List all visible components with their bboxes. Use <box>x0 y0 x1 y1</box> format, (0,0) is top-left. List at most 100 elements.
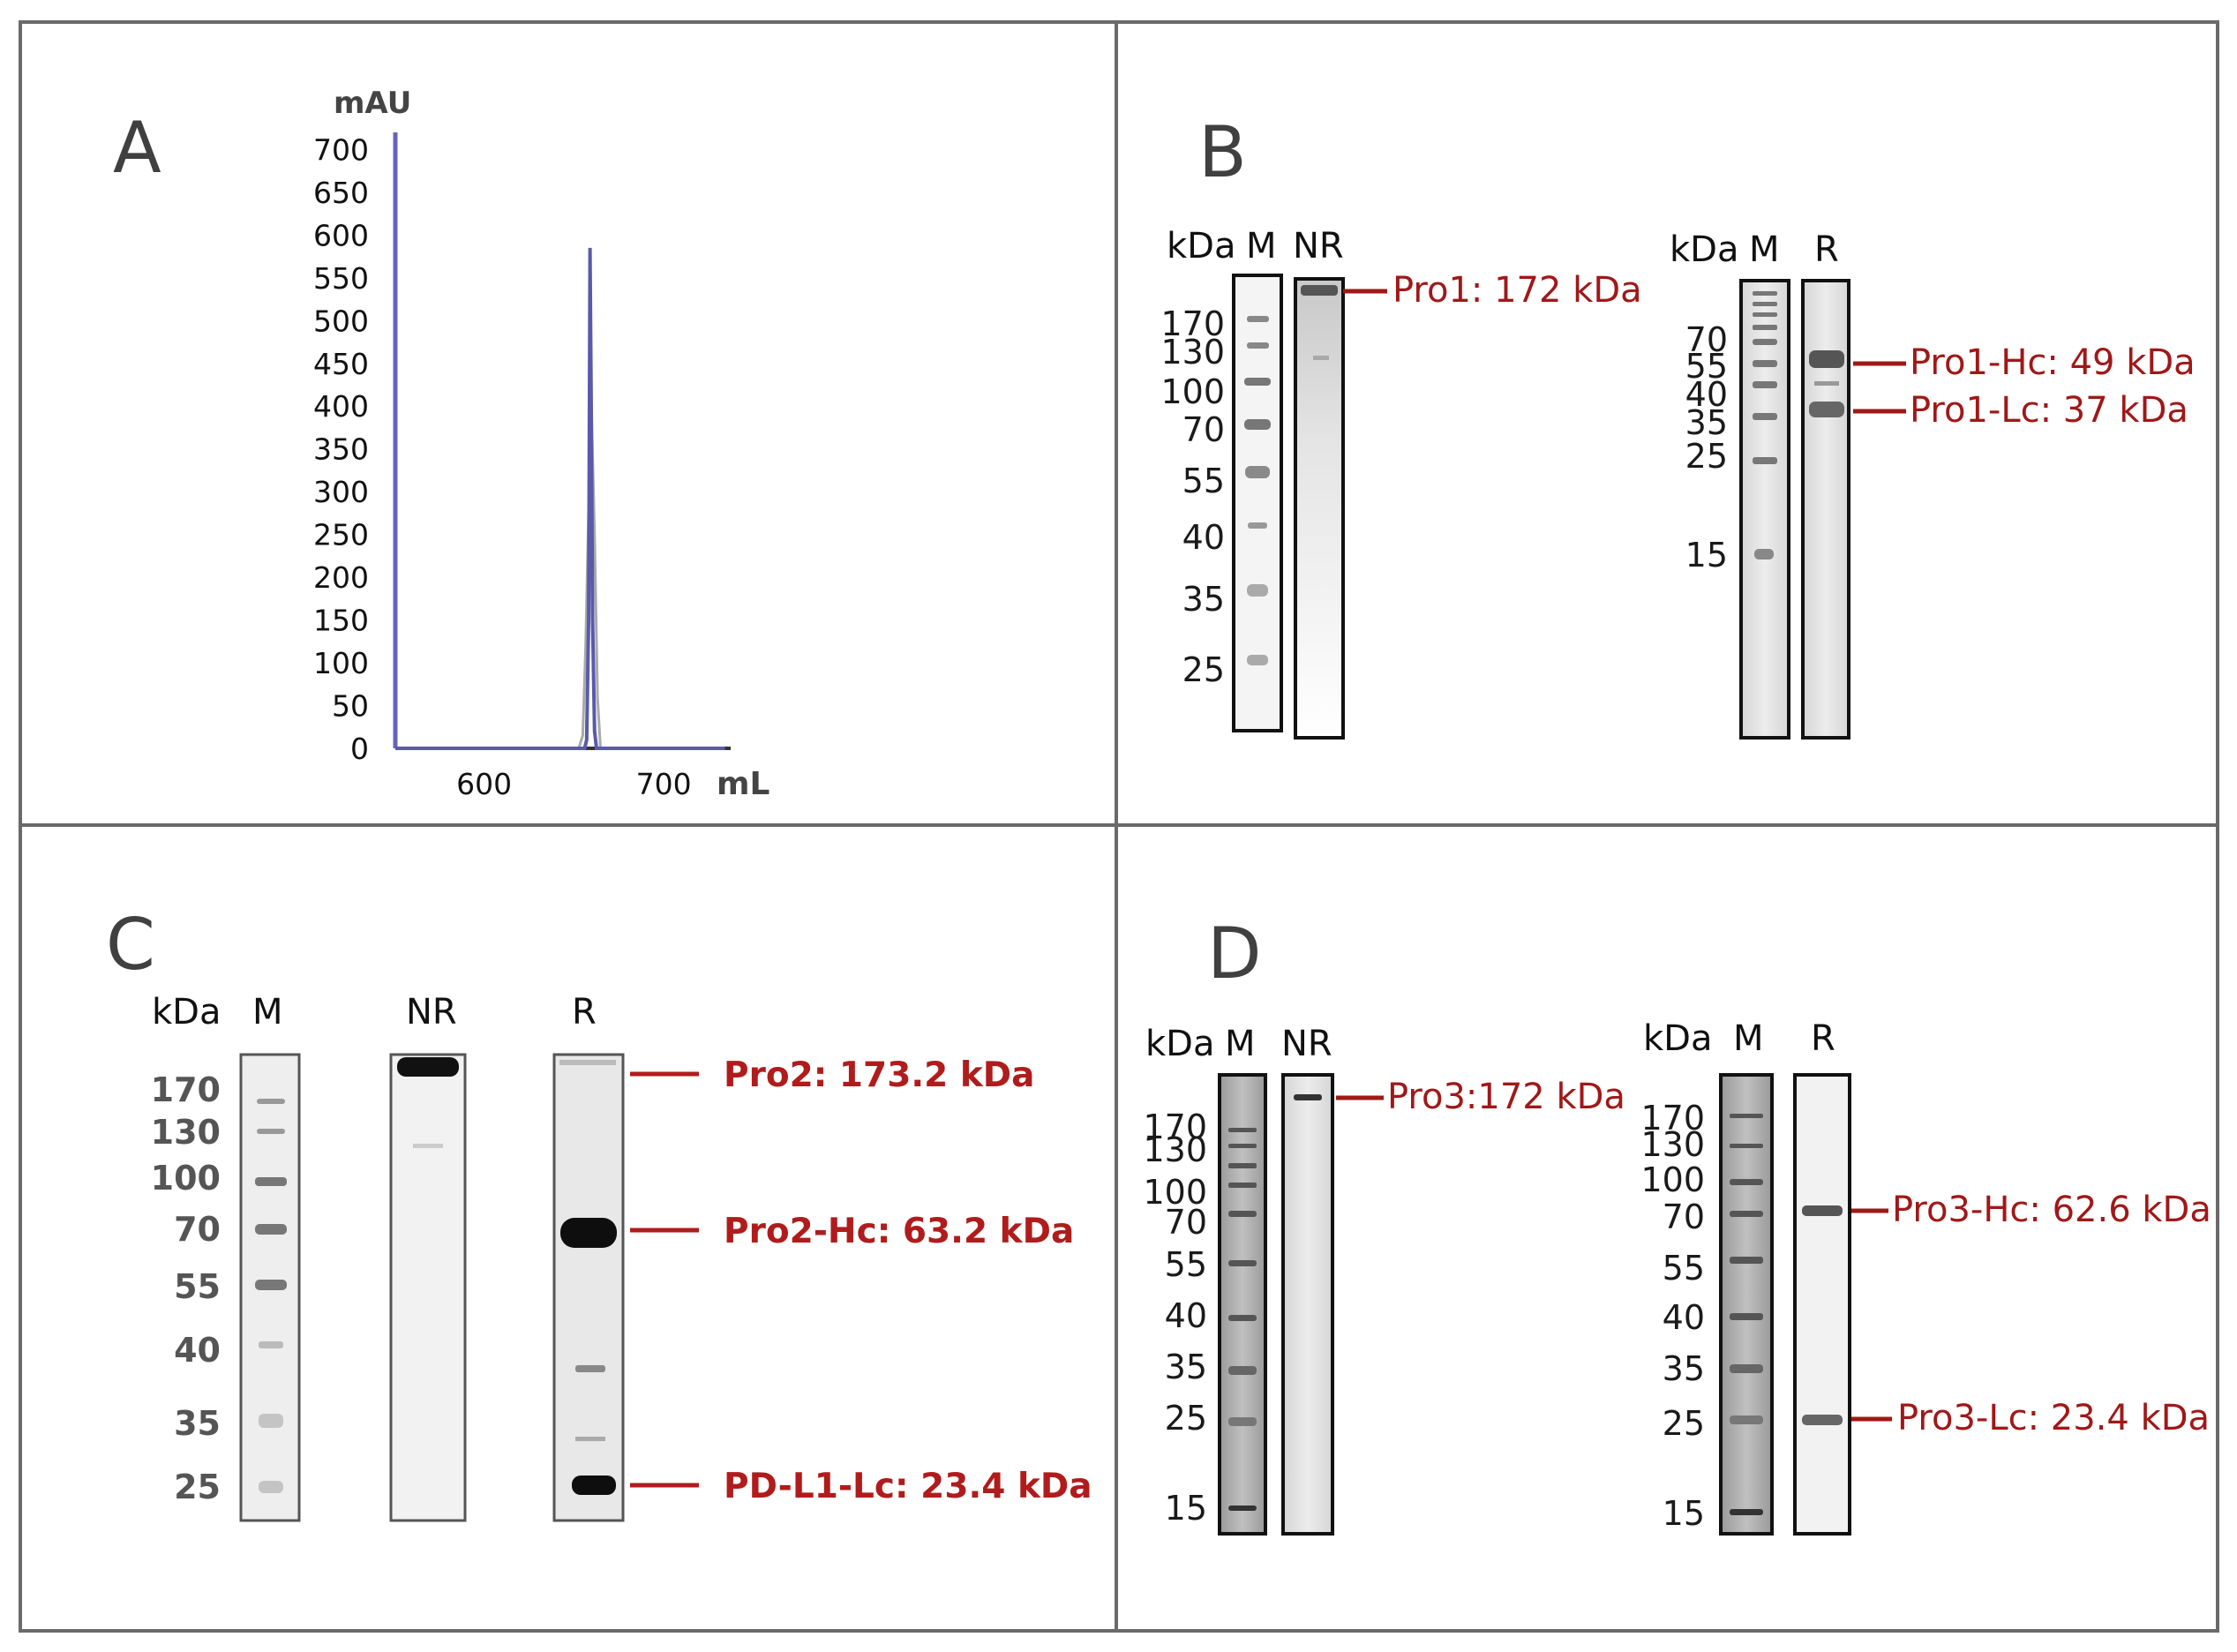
y-tick-label: 150 <box>313 604 369 638</box>
pro3-lc-annotation: Pro3-Lc: 23.4 kDa <box>1897 1398 2210 1438</box>
gel-c-nr-main-band <box>397 1057 459 1077</box>
gel-b1-kda-label: kDa <box>1167 226 1235 267</box>
gel-b1-marker-label: 35 <box>1182 580 1225 619</box>
pro2-annotation: Pro2: 173.2 kDa <box>724 1055 1035 1095</box>
gel-b2-hc-band <box>1809 350 1844 368</box>
gel-b2-marker-label: 70 <box>1685 320 1728 359</box>
gel-c-lane-r <box>552 1053 625 1522</box>
gel-c-r-hc-band <box>560 1218 617 1248</box>
gel-b1-marker-label: 40 <box>1182 518 1225 557</box>
gel-c-marker-label: 170 <box>151 1070 221 1109</box>
gel-b1-nr-main-band <box>1301 285 1338 296</box>
panel-d-letter: D <box>1207 912 1262 995</box>
gel-d1-marker-label: 35 <box>1165 1348 1207 1386</box>
gel-d1-lane-m-label: M <box>1225 1024 1256 1064</box>
y-tick-label: 250 <box>313 518 369 552</box>
gel-d1-marker-label: 130 <box>1143 1130 1207 1169</box>
y-tick-label: 100 <box>313 646 369 680</box>
gel-b1: kDa M NR 170 130 100 70 55 <box>1160 226 1642 740</box>
gel-d1-nr-main-band <box>1294 1094 1322 1100</box>
gel-d1-marker-label: 100 <box>1143 1173 1207 1212</box>
y-tick-label: 300 <box>313 475 369 509</box>
y-tick-label: 350 <box>313 432 369 467</box>
gel-c-marker-label: 100 <box>151 1159 221 1198</box>
gel-b1-nr-minor-band <box>1313 356 1329 360</box>
gel-d1: kDa M NR 170 130 100 70 <box>1143 1024 1625 1536</box>
gel-d2-marker-label: 40 <box>1663 1298 1705 1337</box>
panel-b-letter: B <box>1198 111 1247 193</box>
gel-c-r-mid-band <box>575 1365 605 1372</box>
gel-c-r-minor-band <box>575 1437 605 1441</box>
gel-b2-marker-label: 35 <box>1685 403 1728 442</box>
gel-b2-marker-label: 55 <box>1685 347 1728 386</box>
y-tick-label: 400 <box>313 389 369 424</box>
gel-b2-marker-label: 25 <box>1685 437 1728 476</box>
gel-b1-marker-label: 130 <box>1160 333 1225 372</box>
gel-b1-lane-nr <box>1294 277 1345 740</box>
gel-c-lane-r-label: R <box>572 992 597 1032</box>
gel-d2-lane-m <box>1719 1073 1774 1536</box>
gel-c-lane-nr <box>389 1053 467 1522</box>
gel-b1-marker-bands <box>1244 316 1271 665</box>
gel-c-marker-label: 35 <box>174 1404 221 1443</box>
gel-c-lane-m-label: M <box>252 992 283 1032</box>
gel-b2-lane-r-label: R <box>1814 229 1839 270</box>
gel-c-lane-nr-label: NR <box>406 992 457 1032</box>
gel-d1-lane-nr-label: NR <box>1281 1024 1332 1064</box>
gel-d2-lane-r <box>1793 1073 1851 1536</box>
y-tick-label: 600 <box>313 218 369 252</box>
y-tick-label: 650 <box>313 176 369 210</box>
gel-c-marker-label: 70 <box>174 1210 221 1249</box>
y-tick-label: 50 <box>332 689 369 724</box>
gel-d1-marker-label: 55 <box>1165 1245 1207 1284</box>
gel-c-marker-label: 25 <box>174 1468 221 1506</box>
gel-d1-lane-m <box>1218 1073 1267 1536</box>
gel-b1-lane-m-label: M <box>1246 226 1277 267</box>
pro1-annotation: Pro1: 172 kDa <box>1392 270 1642 311</box>
y-tick-label: 200 <box>313 560 369 595</box>
gel-b1-marker-label: 70 <box>1182 410 1225 449</box>
gel-d1-markers: 170 130 100 70 55 40 35 25 15 <box>1143 1108 1207 1528</box>
gel-b1-markers: 170 130 100 70 55 40 35 25 <box>1160 304 1225 689</box>
y-tick-label: 0 <box>350 732 369 766</box>
panel-b: B kDa M NR 170 130 100 <box>1160 111 2196 740</box>
gel-b2-kda-label: kDa <box>1670 229 1738 270</box>
y-tick-label: 500 <box>313 304 369 338</box>
pro3-annotation: Pro3:172 kDa <box>1387 1077 1625 1117</box>
gel-b2-minor-band <box>1814 381 1839 386</box>
gel-c-kda-label: kDa <box>152 992 221 1032</box>
gel-b1-marker-label: 55 <box>1182 462 1225 500</box>
x-tick-label: 600 <box>456 767 512 801</box>
panel-c-letter: C <box>106 904 155 986</box>
pro1-hc-annotation: Pro1-Hc: 49 kDa <box>1910 342 2196 383</box>
gel-d2-lane-r-label: R <box>1811 1018 1835 1059</box>
chromatogram-series-trace-2 <box>395 414 725 750</box>
panel-d: D kDa M NR 170 130 <box>1143 912 2211 1536</box>
gel-b2: kDa M R 70 55 40 <box>1670 229 2196 740</box>
panel-a: A mAU mL 0 50 100 150 200 250 300 350 400 450 500 5… <box>113 86 769 802</box>
gel-b1-marker-label: 25 <box>1182 650 1225 689</box>
gel-c-marker-label: 55 <box>174 1267 221 1306</box>
gel-d1-marker-label: 70 <box>1165 1203 1207 1242</box>
gel-d2-marker-label: 15 <box>1663 1494 1705 1533</box>
gel-b2-lane-m <box>1739 279 1790 740</box>
gel-c-nr-minor-band <box>413 1144 443 1148</box>
gel-c-r-top-band <box>559 1060 616 1065</box>
gel-d2-marker-label: 100 <box>1640 1160 1705 1199</box>
panel-a-letter: A <box>113 107 161 189</box>
gel-d2-marker-bands <box>1730 1114 1763 1515</box>
gel-c-marker-label: 40 <box>174 1331 221 1370</box>
gel-c-markers: 170 130 100 70 55 40 35 25 <box>151 1070 221 1506</box>
gel-d2: kDa M R 170 130 100 70 <box>1640 1018 2211 1536</box>
y-axis-label: mAU <box>334 86 411 121</box>
gel-c-r-lc-band <box>572 1476 616 1495</box>
gel-d2-hc-band <box>1802 1205 1843 1216</box>
gel-d1-kda-label: kDa <box>1145 1024 1214 1064</box>
gel-d2-markers: 170 130 100 70 55 40 35 25 15 <box>1640 1099 1705 1533</box>
gel-d2-marker-label: 35 <box>1663 1349 1705 1388</box>
gel-d1-lane-nr <box>1281 1073 1334 1536</box>
chromatogram-series-uv <box>395 247 725 750</box>
gel-b1-lane-nr-label: NR <box>1293 226 1344 267</box>
x-axis-label: mL <box>717 766 769 802</box>
